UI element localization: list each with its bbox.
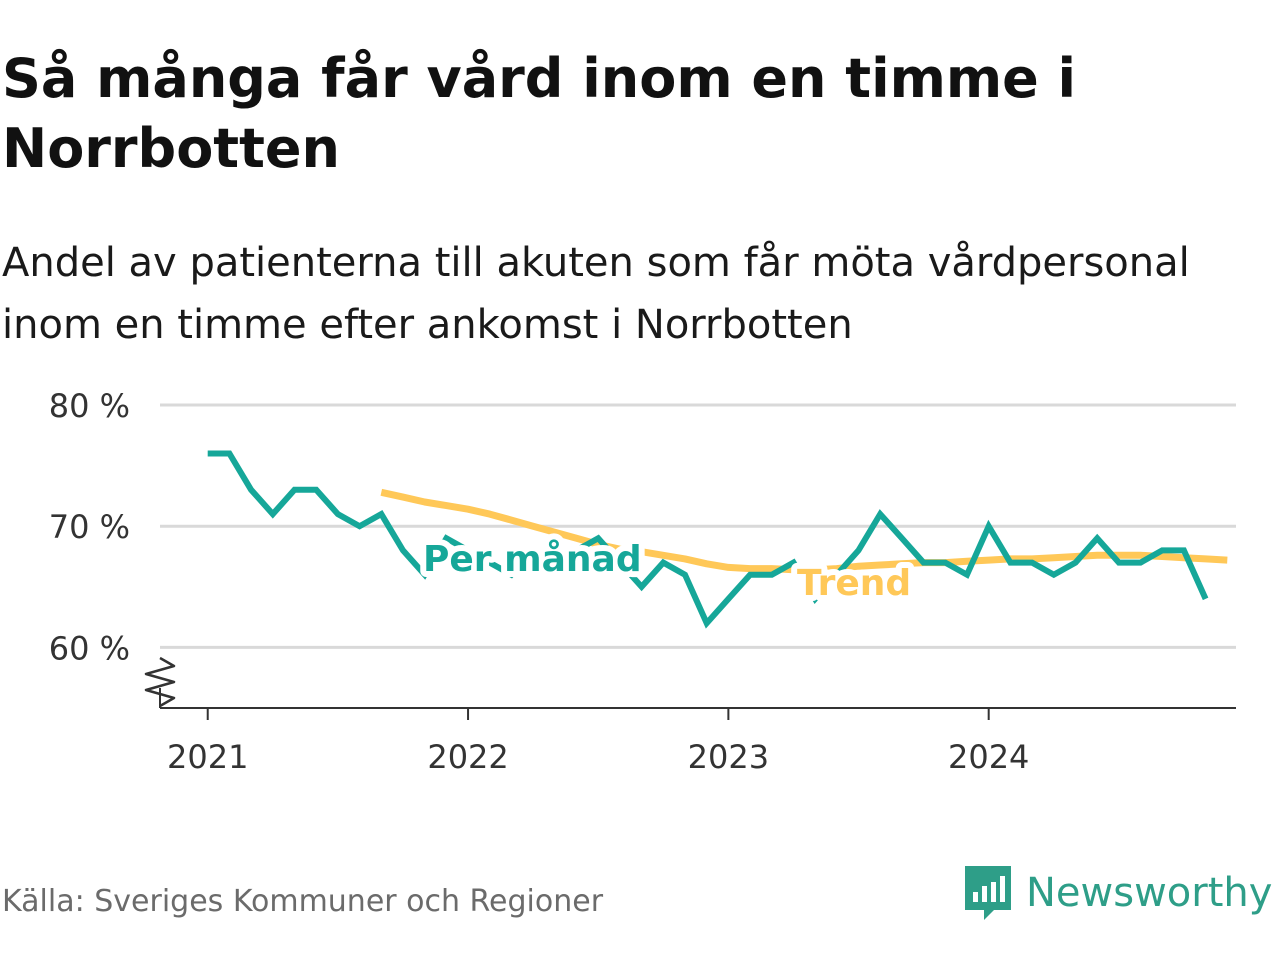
x-tick-label-2024: 2024 [948,738,1029,776]
series-label-monthly-halo: Per månad [423,539,642,580]
series-label-trend: Trend [797,563,911,604]
newsworthy-logo-icon [965,866,1011,920]
chart-title: Så många får vård inom en timme i Norrbo… [2,47,1077,180]
series-label-trend-halo: Trend [797,563,911,604]
y-tick-label-80: 80 % [49,387,130,425]
x-tick-label-2023: 2023 [688,738,769,776]
source-note: Källa: Sveriges Kommuner och Regioner [2,884,604,919]
trend-line [380,488,1228,574]
x-tick-label-2022: 2022 [427,738,508,776]
x-tick-label-2021: 2021 [167,738,248,776]
series-label-monthly: Per månad [423,539,642,580]
y-axis-break [144,656,176,708]
y-tick-label-70: 70 % [49,508,130,546]
brand-logo: Newsworthy [962,864,1272,922]
brand-name: Newsworthy [1026,870,1273,916]
chart-subtitle: Andel av patienterna till akuten som får… [2,240,1190,348]
monthly-line [207,450,1209,629]
y-tick-label-60: 60 % [49,629,130,667]
